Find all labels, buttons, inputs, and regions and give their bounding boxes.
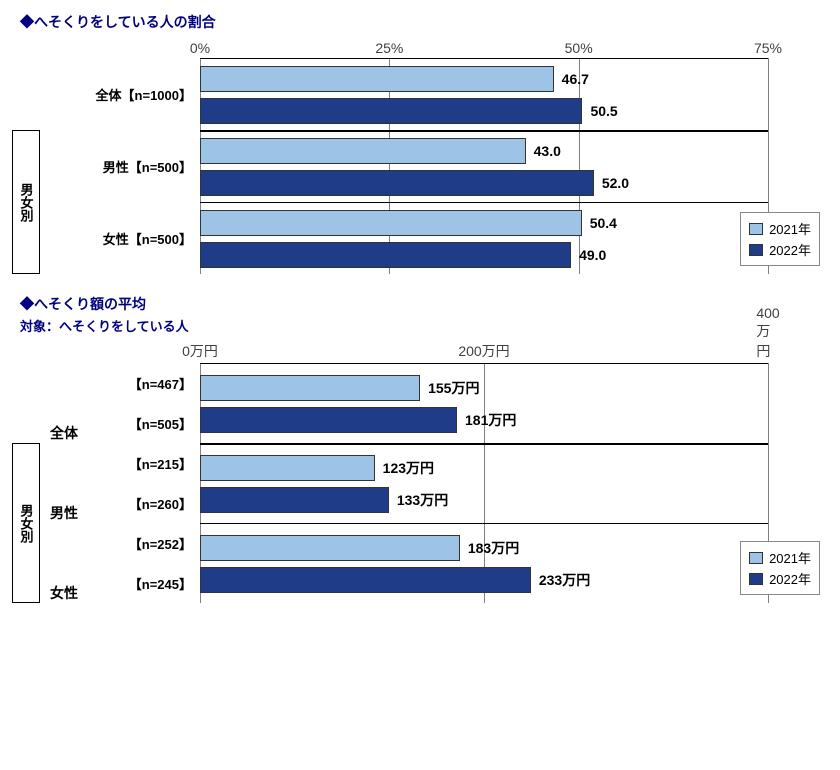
bar-group: 123万円 133万円 (200, 443, 768, 523)
bar (200, 170, 594, 196)
chart-1-axis: 0% 25% 50% 75% (12, 34, 828, 58)
bar-row: 233万円 (200, 566, 768, 594)
bar-group: 183万円 233万円 (200, 523, 768, 603)
chart-1-title: ◆へそくりをしている人の割合 (12, 12, 828, 32)
axis-tick: 200万円 (458, 341, 509, 361)
chart-1: ◆へそくりをしている人の割合 0% 25% 50% 75% 男女別 全体【n=1000… (12, 12, 828, 274)
bar (200, 455, 375, 481)
bar-value: 183万円 (468, 538, 519, 558)
bar-row: 43.0 (200, 137, 768, 165)
bar-value: 133万円 (397, 490, 448, 510)
bar-value: 50.4 (590, 215, 617, 231)
bar (200, 138, 526, 164)
bar-row: 50.5 (200, 97, 768, 125)
bar-value: 181万円 (465, 410, 516, 430)
legend-label: 2021年 (769, 548, 811, 567)
group-label: 男性【n=215】【n=260】 (40, 443, 200, 523)
bar (200, 210, 582, 236)
bar-value: 123万円 (383, 458, 434, 478)
group-marker: 男女別 (12, 443, 40, 603)
chart-2: ◆へそくり額の平均 対象：へそくりをしている人 0万円 200万円 400万円 男女… (12, 294, 828, 603)
bar-row: 183万円 (200, 534, 768, 562)
bar-group: 46.750.5 (200, 58, 768, 130)
bar-row: 181万円 (200, 406, 768, 434)
legend-item: 2022年 (749, 569, 811, 588)
group-label: 全体【n=467】【n=505】 (40, 363, 200, 443)
axis-tick: 0% (190, 40, 210, 56)
legend-swatch (749, 573, 763, 585)
legend-swatch (749, 552, 763, 564)
axis-tick: 75% (754, 40, 782, 56)
legend-item: 2022年 (749, 240, 811, 259)
bar-row: 52.0 (200, 169, 768, 197)
bar (200, 407, 457, 433)
bar (200, 535, 460, 561)
bar-row: 46.7 (200, 65, 768, 93)
legend: 2021年 2022年 (740, 212, 820, 266)
legend-item: 2021年 (749, 219, 811, 238)
legend-item: 2021年 (749, 548, 811, 567)
bar-value: 52.0 (602, 175, 629, 191)
axis-tick: 50% (565, 40, 593, 56)
bar-group: 50.4 49.0 (200, 202, 768, 274)
bar-row: 123万円 (200, 454, 768, 482)
bar-group: 155万円 181万円 (200, 363, 768, 443)
legend-label: 2022年 (769, 569, 811, 588)
group-marker: 男女別 (12, 130, 40, 274)
legend-label: 2022年 (769, 240, 811, 259)
bar-value: 43.0 (534, 143, 561, 159)
bar-group: 43.0 52.0 (200, 130, 768, 202)
group-label: 全体【n=1000】 (40, 58, 200, 130)
chart-2-title: ◆へそくり額の平均 (12, 294, 828, 314)
group-label: 女性【n=252】【n=245】 (40, 523, 200, 603)
bar-value: 49.0 (579, 247, 606, 263)
bar (200, 66, 554, 92)
axis-tick: 25% (375, 40, 403, 56)
group-label: 男性【n=500】 (40, 130, 200, 202)
bar-row: 49.0 (200, 241, 768, 269)
bar (200, 567, 531, 593)
legend-swatch (749, 223, 763, 235)
bar-row: 50.4 (200, 209, 768, 237)
bar (200, 487, 389, 513)
group-label: 女性【n=500】 (40, 202, 200, 274)
chart-1-area: 0% 25% 50% 75% 男女別 全体【n=1000】男性【n=500】女性【n=… (12, 34, 828, 274)
chart-2-area: 0万円200万円400万円 男女別 全体【n=467】【n=505】男性【n=2… (12, 339, 828, 603)
bar-row: 133万円 (200, 486, 768, 514)
legend-label: 2021年 (769, 219, 811, 238)
axis-tick: 0万円 (182, 341, 218, 361)
bar (200, 375, 420, 401)
legend-swatch (749, 244, 763, 256)
bar-value: 50.5 (590, 103, 617, 119)
bar (200, 242, 571, 268)
bar-row: 155万円 (200, 374, 768, 402)
bar (200, 98, 582, 124)
chart-2-subtitle: 対象：へそくりをしている人 (12, 316, 828, 335)
bar-value: 233万円 (539, 570, 590, 590)
legend: 2021年 2022年 (740, 541, 820, 595)
axis-tick: 400万円 (756, 305, 779, 361)
bar-value: 155万円 (428, 378, 479, 398)
bar-value: 46.7 (562, 71, 589, 87)
chart-2-axis: 0万円200万円400万円 (12, 339, 828, 363)
